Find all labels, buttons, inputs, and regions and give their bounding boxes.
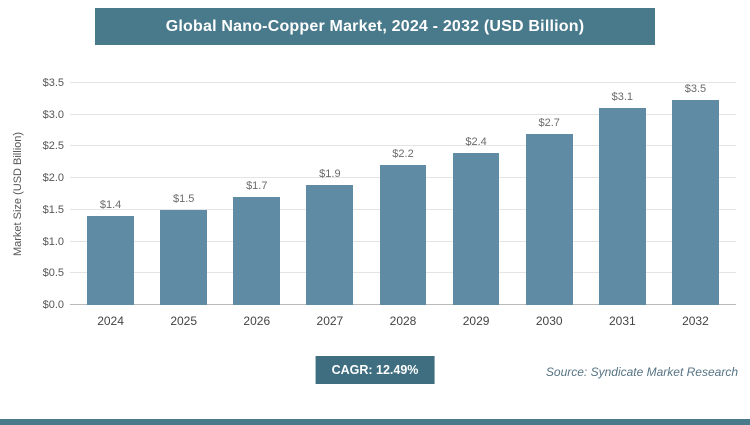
bar-value-label: $1.9 — [319, 167, 341, 180]
bar-value-label: $2.2 — [392, 148, 414, 161]
y-tick-label: $1.5 — [42, 203, 64, 216]
x-tick-label: 2025 — [170, 314, 198, 328]
x-labels: 2024 2025 2026 2027 2028 2029 2030 2031 2032 — [70, 314, 736, 328]
bar-group: $3.1 — [586, 83, 659, 305]
bar-group: $1.4 — [74, 83, 147, 305]
gridline — [70, 82, 736, 83]
bar-value-label: $1.7 — [246, 180, 268, 193]
bar — [379, 165, 427, 305]
bar — [452, 152, 500, 305]
chart-title-bar: Global Nano-Copper Market, 2024 - 2032 (… — [95, 8, 655, 45]
gridline — [70, 113, 736, 115]
plot-wrapper: $1.4 $1.5 $1.7 $1.9 $2.2 $2.4 $2.7 $3.1 $3.5 202… — [70, 82, 736, 328]
bar — [525, 133, 573, 305]
bars: $1.4 $1.5 $1.7 $1.9 $2.2 $2.4 $2.7 $3.1 $3.5 — [70, 83, 736, 305]
x-tick-label: 2032 — [682, 314, 709, 328]
x-tick-label: 2024 — [97, 314, 124, 328]
gridline — [70, 145, 736, 147]
bar — [87, 216, 134, 305]
bar — [598, 108, 646, 305]
bar-group: $3.5 — [659, 83, 732, 305]
chart-area: Market Size (USD Billion) $0.0 $0.5 $1.0 $1… — [8, 77, 736, 328]
chart-footer: CAGR: 12.49% Source: Syndicate Market Re… — [0, 356, 750, 388]
bar — [672, 100, 719, 305]
source-text: Source: Syndicate Market Research — [545, 365, 738, 379]
bar-group: $2.4 — [440, 83, 513, 305]
plot-area: $1.4 $1.5 $1.7 $1.9 $2.2 $2.4 $2.7 $3.1 $3.5 — [70, 82, 736, 305]
y-tick-label: $1.0 — [42, 235, 64, 248]
y-tick-label: $2.0 — [42, 172, 64, 185]
bottom-accent-strip — [0, 419, 750, 425]
bar-value-label: $2.7 — [538, 116, 560, 129]
bar-group: $1.9 — [293, 83, 366, 305]
bar-value-label: $1.5 — [172, 192, 195, 205]
x-tick-label: 2031 — [608, 314, 636, 328]
bar-group: $2.2 — [366, 83, 439, 305]
x-tick-label: 2026 — [243, 314, 271, 328]
y-axis-label-column: Market Size (USD Billion) — [8, 83, 28, 305]
bar-group: $1.7 — [220, 83, 293, 305]
y-tick-label: $0.5 — [42, 267, 64, 280]
y-tick-label: $2.5 — [42, 140, 64, 153]
y-tick-label: $3.5 — [42, 77, 64, 89]
bar — [306, 184, 354, 305]
x-tick-label: 2029 — [462, 314, 490, 328]
x-tick-label: 2030 — [535, 314, 563, 328]
bar-group: $2.7 — [513, 83, 586, 305]
chart-title: Global Nano-Copper Market, 2024 - 2032 (… — [165, 17, 585, 35]
x-tick-label: 2028 — [389, 314, 417, 328]
x-tick-label: 2027 — [316, 314, 344, 328]
y-tick-label: $0.0 — [42, 299, 64, 311]
y-tick-labels: $0.0 $0.5 $1.0 $1.5 $2.0 $2.5 $3.0 $3.5 — [28, 77, 70, 311]
bar-value-label: $3.5 — [684, 83, 707, 95]
bar — [233, 197, 281, 305]
y-axis-label: Market Size (USD Billion) — [12, 131, 24, 257]
bar-value-label: $1.4 — [99, 199, 122, 212]
bar-value-label: $3.1 — [611, 91, 634, 104]
y-tick-label: $3.0 — [42, 108, 64, 121]
cagr-badge: CAGR: 12.49% — [315, 356, 435, 384]
bar-group: $1.5 — [147, 83, 220, 305]
bar — [160, 209, 208, 305]
bar-value-label: $2.4 — [465, 135, 487, 148]
